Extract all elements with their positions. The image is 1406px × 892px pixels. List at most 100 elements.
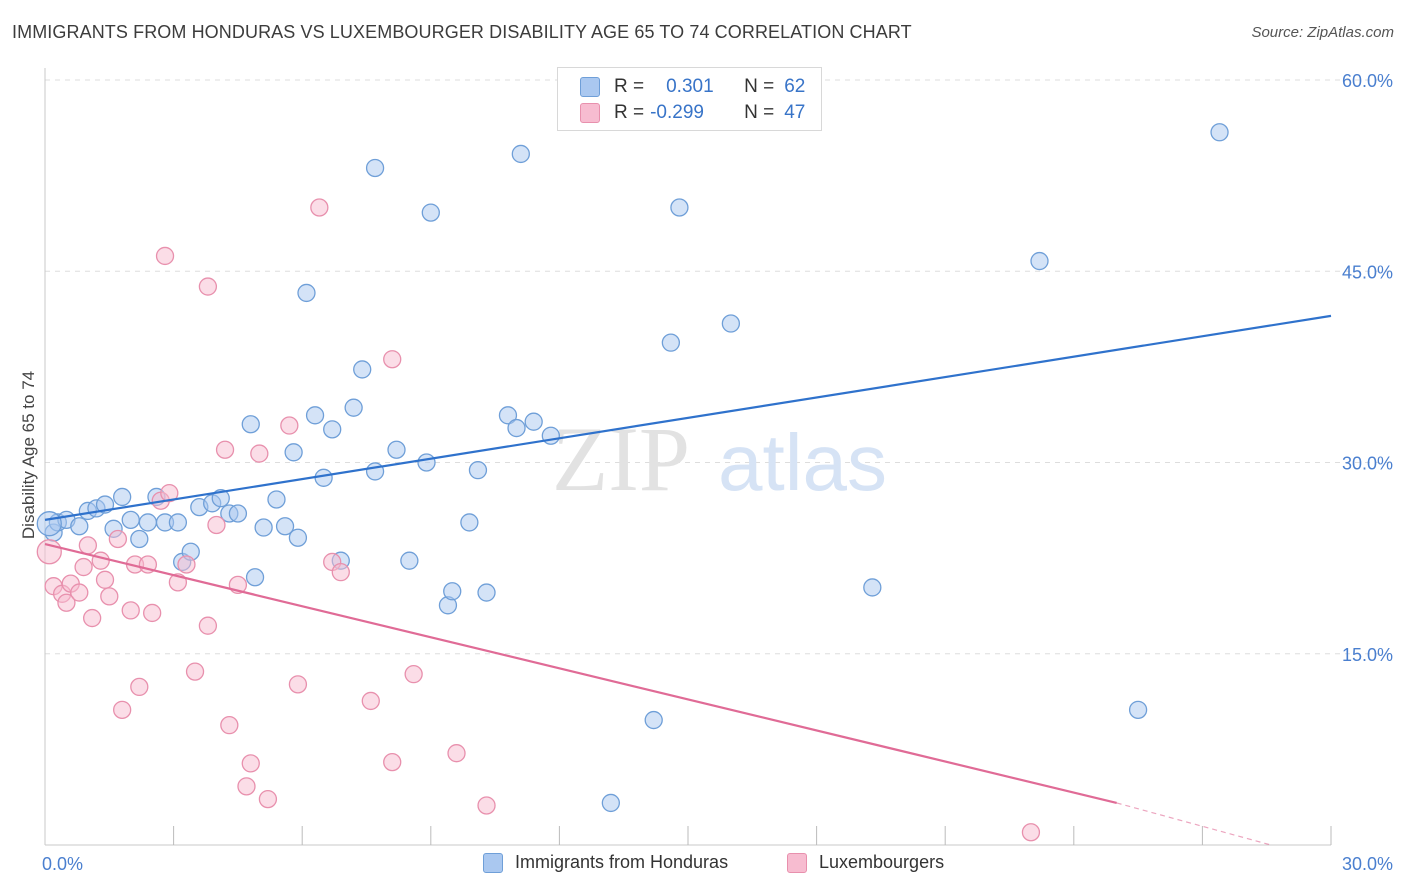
luxembourgers-point	[185, 662, 205, 681]
luxembourgers-point	[121, 601, 140, 620]
luxembourgers-point	[288, 675, 308, 694]
luxembourgers-point	[74, 557, 93, 577]
luxembourgers-point	[198, 616, 218, 635]
honduras-point	[353, 360, 372, 379]
legend-label: Luxembourgers	[819, 852, 945, 872]
honduras-point	[601, 793, 620, 813]
luxembourgers-point	[215, 440, 235, 459]
watermark-atlas: atlas	[718, 418, 887, 507]
r-value: 0.301	[666, 76, 714, 97]
legend-label: Immigrants from Honduras	[515, 852, 729, 872]
honduras-point	[511, 144, 530, 164]
stats-row-honduras: R = 0.301 N = 62	[580, 74, 805, 100]
honduras-point	[661, 333, 681, 352]
honduras-point	[344, 398, 363, 417]
honduras-point	[721, 314, 741, 333]
luxembourgers-point	[207, 515, 226, 535]
grid-lines	[45, 79, 1392, 655]
honduras-point	[443, 582, 462, 601]
honduras-point	[417, 453, 436, 472]
honduras-point	[400, 551, 419, 570]
honduras-point	[297, 283, 316, 303]
n-label: N =	[744, 102, 775, 123]
luxembourgers-point	[57, 593, 76, 612]
luxembourgers-point	[91, 551, 110, 570]
honduras-point	[468, 460, 488, 480]
legend-swatch-pink	[580, 103, 600, 123]
honduras-point	[1030, 251, 1049, 271]
watermark: ZIP atlas	[552, 408, 887, 510]
trend-line-luxembourgers-extension	[1116, 802, 1272, 846]
honduras-point	[288, 528, 308, 547]
luxembourgers-point	[113, 700, 132, 719]
luxembourgers-point	[100, 587, 119, 606]
honduras-point	[113, 487, 132, 507]
trend-lines	[44, 314, 1332, 846]
n-label: N =	[744, 76, 775, 97]
luxembourgers-point	[95, 570, 115, 589]
luxembourgers-point	[108, 529, 128, 549]
chart-title: IMMIGRANTS FROM HONDURAS VS LUXEMBOURGER…	[12, 22, 912, 42]
luxembourgers-point	[237, 777, 256, 796]
y-tick-label: 15.0%	[1342, 645, 1393, 665]
honduras-point	[421, 203, 440, 222]
honduras-point	[863, 578, 882, 597]
legend-swatch-pink	[787, 852, 807, 873]
honduras-point	[36, 511, 62, 537]
honduras-point	[245, 568, 265, 587]
honduras-point	[267, 490, 286, 509]
luxembourgers-point	[83, 608, 102, 628]
luxembourgers-point	[143, 603, 162, 623]
honduras-point	[168, 513, 188, 532]
trend-line-luxembourgers	[44, 543, 1117, 804]
honduras-point	[387, 440, 406, 459]
honduras-point	[284, 443, 303, 462]
honduras-point	[1128, 700, 1148, 719]
x-tick-label: 30.0%	[1342, 854, 1393, 874]
luxembourgers-point	[220, 716, 239, 735]
n-value: 62	[784, 76, 806, 97]
r-value: -0.299	[650, 102, 704, 123]
honduras-point	[477, 583, 496, 602]
y-tick-label: 60.0%	[1342, 71, 1393, 91]
luxembourgers-point	[1021, 823, 1041, 842]
honduras-point	[498, 406, 518, 425]
honduras-point	[138, 513, 158, 532]
trend-line-honduras	[44, 314, 1332, 521]
legend-item-honduras: Immigrants from Honduras	[483, 852, 728, 873]
honduras-point	[305, 406, 325, 425]
luxembourgers-point	[361, 691, 380, 711]
stats-legend: R = 0.301 N = 62 R = -0.299 N = 47	[557, 67, 822, 131]
luxembourgers-point	[160, 483, 179, 503]
honduras-point	[670, 198, 689, 217]
honduras-point	[507, 418, 526, 438]
y-tick-label: 45.0%	[1342, 262, 1393, 282]
y-axis-title: Disability Age 65 to 74	[19, 371, 38, 539]
honduras-point	[524, 412, 543, 431]
watermark-zip: ZIP	[552, 408, 690, 510]
luxembourgers-point	[477, 796, 496, 815]
honduras-point	[460, 513, 479, 532]
legend-swatch-blue	[483, 852, 503, 873]
luxembourgers-point	[130, 677, 149, 697]
honduras-point	[228, 504, 248, 523]
honduras-point	[130, 529, 149, 549]
luxembourgers-point	[258, 789, 278, 809]
tick-labels: 15.0% 30.0% 45.0% 60.0% 0.0% 30.0%	[42, 71, 1393, 874]
luxembourgers-point	[250, 444, 269, 463]
legend-item-luxembourgers: Luxembourgers	[787, 852, 944, 873]
luxembourgers-point	[383, 350, 402, 369]
series-legend: Immigrants from Honduras Luxembourgers	[0, 852, 1406, 878]
luxembourgers-point	[36, 539, 62, 565]
luxembourgers-point	[331, 563, 350, 582]
legend-swatch-blue	[580, 77, 600, 97]
luxembourgers-point	[177, 555, 196, 574]
honduras-point	[254, 518, 273, 537]
series-luxembourgers	[36, 198, 1041, 842]
axes	[44, 68, 1332, 846]
honduras-point	[121, 510, 140, 530]
honduras-point	[211, 489, 230, 508]
honduras-point	[275, 517, 295, 536]
luxembourgers-point	[241, 754, 260, 773]
